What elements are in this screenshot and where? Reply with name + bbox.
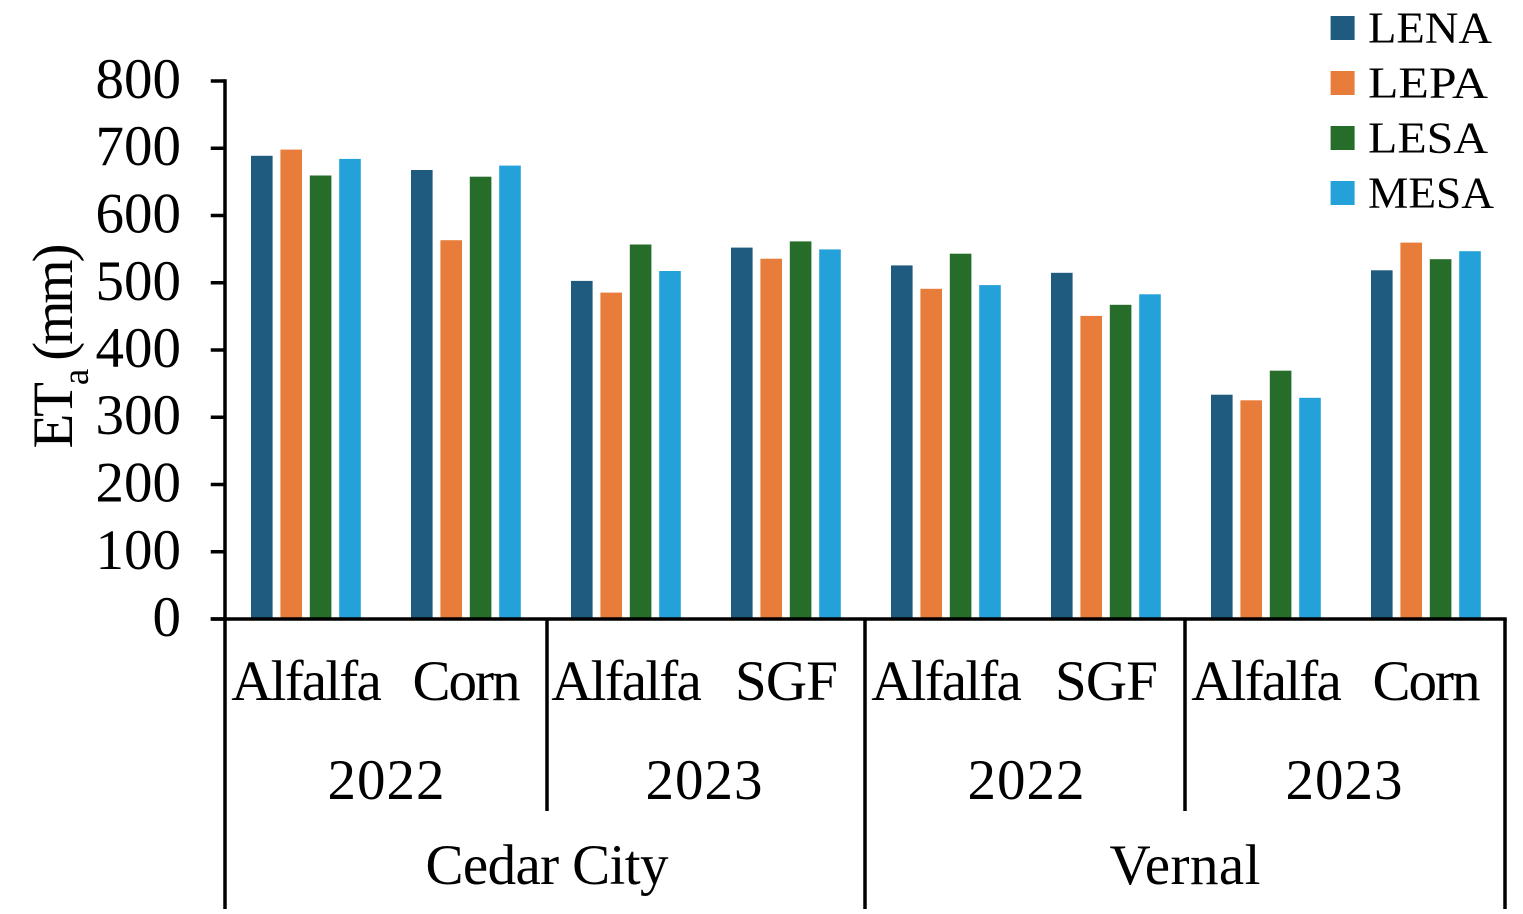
svg-text:200: 200 [96,452,182,515]
svg-text:Vernal: Vernal [1110,834,1261,897]
svg-text:Corn: Corn [413,650,521,713]
svg-text:Alfalfa: Alfalfa [871,650,1022,713]
svg-text:0: 0 [153,586,182,649]
svg-text:300: 300 [96,384,182,447]
svg-text:Alfalfa: Alfalfa [231,650,382,713]
svg-text:SGF: SGF [735,650,838,713]
svg-text:2023: 2023 [646,749,763,812]
svg-text:LEPA: LEPA [1368,59,1488,108]
svg-text:800: 800 [96,48,182,111]
svg-text:2022: 2022 [328,749,445,812]
svg-text:500: 500 [96,250,182,313]
svg-text:LESA: LESA [1368,114,1488,163]
svg-text:MESA: MESA [1368,169,1494,218]
svg-text:600: 600 [96,183,182,246]
svg-text:Alfalfa: Alfalfa [551,650,702,713]
svg-text:Alfalfa: Alfalfa [1191,650,1342,713]
svg-text:Cedar City: Cedar City [426,834,670,897]
svg-text:2023: 2023 [1286,749,1403,812]
svg-text:ETa (mm): ETa (mm) [22,244,97,449]
svg-text:LENA: LENA [1368,4,1492,53]
svg-text:2022: 2022 [968,749,1085,812]
svg-text:SGF: SGF [1055,650,1158,713]
svg-text:700: 700 [96,115,182,178]
svg-text:Corn: Corn [1373,650,1481,713]
svg-text:100: 100 [96,519,182,582]
svg-text:400: 400 [96,317,182,380]
